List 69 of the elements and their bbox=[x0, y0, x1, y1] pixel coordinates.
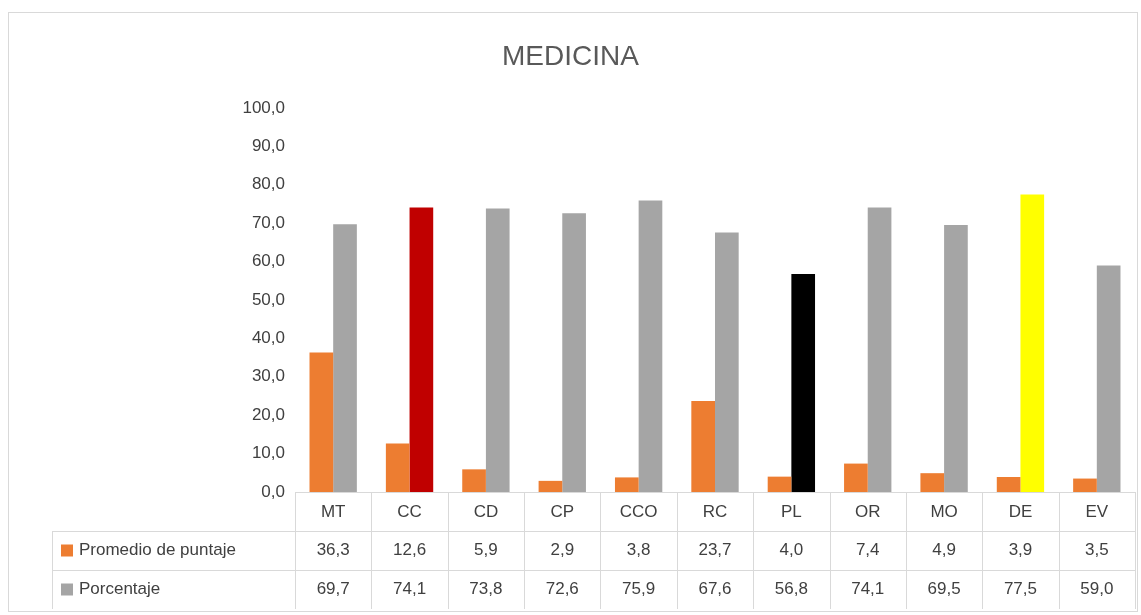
legend-label: Promedio de puntaje bbox=[79, 540, 236, 560]
data-label: 67,6 bbox=[698, 579, 732, 599]
y-tick-label: 0,0 bbox=[261, 481, 285, 501]
bar bbox=[333, 224, 357, 492]
y-tick-label: 10,0 bbox=[251, 443, 285, 463]
data-label: 23,7 bbox=[698, 540, 732, 560]
data-label: 4,0 bbox=[779, 540, 804, 560]
y-tick-label: 100,0 bbox=[242, 97, 285, 117]
data-label: 74,1 bbox=[393, 579, 427, 599]
x-tick-label: CC bbox=[397, 501, 422, 521]
legend-label: Porcentaje bbox=[79, 579, 161, 599]
bar bbox=[867, 207, 892, 492]
bar bbox=[996, 477, 1021, 492]
data-label: 3,8 bbox=[626, 540, 651, 560]
bar bbox=[538, 480, 563, 492]
x-tick-label: CP bbox=[550, 501, 575, 521]
bar bbox=[1096, 265, 1121, 492]
data-label: 12,6 bbox=[393, 540, 427, 560]
x-tick-label: DE bbox=[1008, 501, 1033, 521]
x-tick-label: MT bbox=[320, 501, 346, 521]
y-tick-label: 40,0 bbox=[251, 328, 285, 348]
bar bbox=[562, 213, 586, 492]
bar bbox=[691, 400, 715, 492]
y-tick-label: 20,0 bbox=[251, 404, 285, 424]
data-label: 59,0 bbox=[1080, 579, 1114, 599]
data-label: 5,9 bbox=[474, 540, 498, 560]
y-tick-label: 60,0 bbox=[251, 251, 285, 271]
x-tick-label: RC bbox=[702, 501, 728, 521]
bar bbox=[920, 473, 945, 492]
bar bbox=[638, 200, 663, 492]
bar bbox=[309, 352, 334, 492]
x-tick-label: EV bbox=[1085, 501, 1109, 521]
x-tick-label: PL bbox=[780, 501, 802, 521]
bar bbox=[1020, 194, 1045, 492]
bar bbox=[462, 469, 486, 492]
data-label: 3,5 bbox=[1085, 540, 1109, 560]
bar bbox=[409, 207, 434, 492]
data-label: 75,9 bbox=[622, 579, 656, 599]
bar bbox=[944, 225, 968, 492]
bar bbox=[614, 477, 639, 492]
bar bbox=[485, 208, 510, 492]
x-tick-label: CCO bbox=[619, 501, 658, 521]
data-label: 77,5 bbox=[1003, 579, 1037, 599]
data-label: 7,4 bbox=[855, 540, 880, 560]
data-label: 69,5 bbox=[927, 579, 961, 599]
data-label: 2,9 bbox=[550, 540, 575, 560]
y-tick-label: 90,0 bbox=[251, 136, 285, 156]
bar bbox=[791, 273, 816, 492]
x-tick-label: MO bbox=[930, 501, 958, 521]
data-label: 74,1 bbox=[851, 579, 885, 599]
y-tick-label: 70,0 bbox=[251, 212, 285, 232]
x-tick-label: CD bbox=[473, 501, 499, 521]
bar bbox=[844, 463, 868, 492]
y-tick-label: 80,0 bbox=[251, 174, 285, 194]
bar bbox=[1073, 478, 1097, 492]
bar bbox=[385, 443, 410, 492]
bar bbox=[767, 476, 792, 492]
data-label: 56,8 bbox=[774, 579, 808, 599]
data-label: 72,6 bbox=[545, 579, 579, 599]
y-tick-label: 50,0 bbox=[251, 289, 285, 309]
y-tick-label: 30,0 bbox=[251, 366, 285, 386]
chart-title: MEDICINA bbox=[501, 40, 640, 72]
bar bbox=[715, 232, 739, 492]
data-label: 69,7 bbox=[316, 579, 350, 599]
data-label: 3,9 bbox=[1008, 540, 1033, 560]
data-label: 4,9 bbox=[932, 540, 956, 560]
data-label: 73,8 bbox=[469, 579, 503, 599]
x-tick-label: OR bbox=[854, 501, 881, 521]
data-label: 36,3 bbox=[316, 540, 350, 560]
